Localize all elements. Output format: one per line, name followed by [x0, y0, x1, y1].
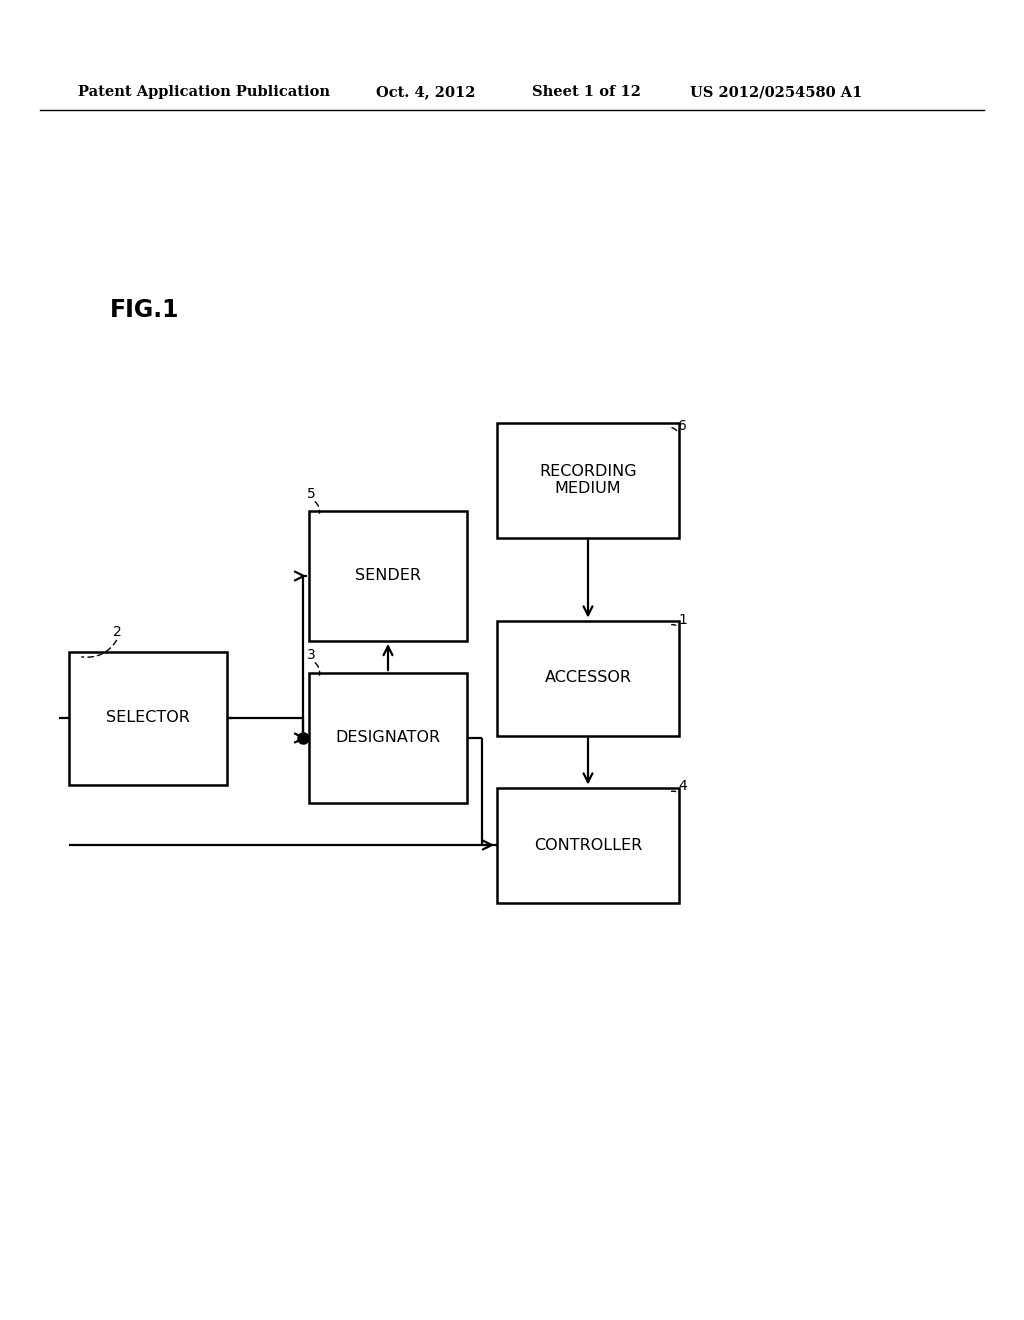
Text: DESIGNATOR: DESIGNATOR [336, 730, 440, 746]
Text: 5: 5 [307, 487, 315, 502]
Text: Sheet 1 of 12: Sheet 1 of 12 [532, 84, 641, 99]
Text: Patent Application Publication: Patent Application Publication [78, 84, 330, 99]
Bar [497, 788, 679, 903]
Text: 2: 2 [113, 624, 122, 639]
Bar [497, 422, 679, 537]
Text: 1: 1 [678, 612, 687, 627]
Text: 4: 4 [678, 779, 687, 793]
Bar [309, 511, 467, 642]
Bar [497, 620, 679, 735]
Text: 6: 6 [678, 418, 687, 433]
Text: SENDER: SENDER [355, 569, 421, 583]
Text: Oct. 4, 2012: Oct. 4, 2012 [376, 84, 475, 99]
Text: US 2012/0254580 A1: US 2012/0254580 A1 [690, 84, 862, 99]
Text: 3: 3 [307, 648, 315, 663]
Text: SELECTOR: SELECTOR [106, 710, 189, 726]
Bar [309, 673, 467, 803]
Text: RECORDING
MEDIUM: RECORDING MEDIUM [540, 463, 637, 496]
Bar [69, 652, 227, 784]
Text: CONTROLLER: CONTROLLER [534, 837, 642, 853]
Text: FIG.1: FIG.1 [110, 298, 179, 322]
Text: ACCESSOR: ACCESSOR [545, 671, 632, 685]
